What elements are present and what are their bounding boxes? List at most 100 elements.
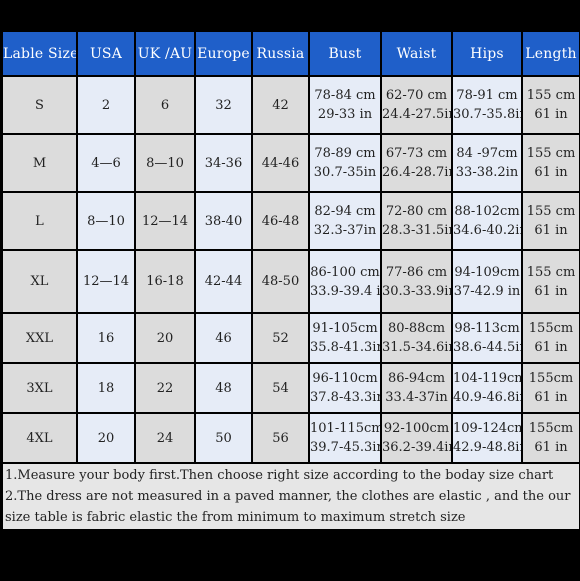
waist-in: 30.3-33.9in: [382, 283, 452, 299]
waist-in: 36.2-39.4in: [382, 440, 452, 455]
table-row: S 2 6 32 42 78-84 cm 29-33 in 62-70 cm 24.…: [1, 75, 580, 135]
waist-in: 24.4-27.5in: [382, 107, 452, 122]
length-cm: 155cm: [528, 371, 574, 386]
table-row: 4XL 20 24 50 56 101-115cm 39.7-45.3in 92-…: [1, 412, 580, 464]
header-length: Length: [521, 30, 580, 77]
header-label-size: Lable Size: [1, 30, 78, 77]
bust-in: 35.8-41.3in: [310, 340, 381, 355]
europe-cell: 48: [194, 362, 253, 414]
usa-cell: 4—6: [76, 133, 136, 193]
waist-cell: 72-80 cm 28.3-31.5in: [380, 191, 453, 251]
usa-cell: 2: [76, 75, 136, 135]
waist-cm: 86-94cm: [387, 371, 446, 386]
waist-cm: 80-88cm: [387, 321, 446, 336]
hips-in: 42.9-48.8in: [453, 440, 522, 455]
bust-cm: 91-105cm: [312, 321, 378, 336]
length-cm: 155cm: [528, 321, 574, 336]
europe-cell: 34-36: [194, 133, 253, 193]
waist-cm: 67-73 cm: [385, 146, 448, 161]
bust-cell: 82-94 cm 32.3-37in: [308, 191, 382, 251]
length-cm: 155 cm: [526, 204, 576, 219]
bust-cm: 101-115cm: [310, 421, 381, 436]
size-label-cell: S: [1, 75, 78, 135]
waist-cell: 67-73 cm 26.4-28.7in: [380, 133, 453, 193]
waist-in: 28.3-31.5in: [382, 223, 452, 238]
hips-in: 30.7-35.8in: [453, 107, 522, 122]
bust-cell: 91-105cm 35.8-41.3in: [308, 312, 382, 364]
length-cell: 155cm 61 in: [521, 412, 580, 464]
length-cell: 155 cm 61 in: [521, 133, 580, 193]
hips-cm: 98-113cm: [454, 321, 520, 336]
russia-cell: 46-48: [251, 191, 310, 251]
header-waist: Waist: [380, 30, 453, 77]
usa-cell: 18: [76, 362, 136, 414]
hips-cm: 84 -97cm: [456, 146, 518, 161]
usa-cell: 12—14: [76, 249, 136, 314]
waist-cell: 62-70 cm 24.4-27.5in: [380, 75, 453, 135]
size-rows: S 2 6 32 42 78-84 cm 29-33 in 62-70 cm 24.…: [1, 75, 580, 531]
note-elastic: 2.The dress are not measured in a paved …: [5, 489, 571, 525]
hips-cm: 78-91 cm: [456, 88, 518, 103]
size-label-cell: XXL: [1, 312, 78, 364]
bust-cell: 96-110cm 37.8-43.3in: [308, 362, 382, 414]
hips-cm: 109-124cm: [453, 421, 522, 436]
size-label-cell: M: [1, 133, 78, 193]
waist-cm: 92-100cm: [383, 421, 450, 436]
table-row: L 8—10 12—14 38-40 46-48 82-94 cm 32.3-37…: [1, 191, 580, 251]
length-in: 61 in: [534, 107, 568, 122]
uk-au-cell: 20: [134, 312, 196, 364]
hips-in: 34.6-40.2in: [453, 223, 522, 238]
header-russia: Russia: [251, 30, 310, 77]
uk-au-cell: 24: [134, 412, 196, 464]
waist-cm: 72-80 cm: [385, 204, 448, 219]
bust-cm: 82-94 cm: [314, 204, 376, 219]
table-row: XL 12—14 16-18 42-44 48-50 86-100 cm 33.9…: [1, 249, 580, 314]
bust-cm: 78-89 cm: [314, 146, 376, 161]
length-in: 61 in: [534, 440, 568, 455]
waist-in: 26.4-28.7in: [382, 165, 452, 180]
length-cm: 155cm: [528, 421, 574, 436]
header-bust: Bust: [308, 30, 382, 77]
length-cm: 155 cm: [526, 264, 576, 280]
waist-cell: 77-86 cm 30.3-33.9in: [380, 249, 453, 314]
waist-in: 33.4-37in: [385, 390, 448, 405]
header-usa: USA: [76, 30, 136, 77]
russia-cell: 56: [251, 412, 310, 464]
length-in: 61 in: [534, 223, 568, 238]
russia-cell: 52: [251, 312, 310, 364]
length-cell: 155 cm 61 in: [521, 75, 580, 135]
bust-in: 30.7-35in: [313, 165, 377, 180]
header-hips: Hips: [451, 30, 523, 77]
waist-cm: 77-86 cm: [385, 264, 448, 280]
header-europe: Europe: [194, 30, 253, 77]
bust-cm: 78-84 cm: [314, 88, 376, 103]
note-measure: 1.Measure your body first.Then choose ri…: [5, 468, 554, 483]
bust-cell: 78-89 cm 30.7-35in: [308, 133, 382, 193]
europe-cell: 46: [194, 312, 253, 364]
bust-cell: 86-100 cm 33.9-39.4 in: [308, 249, 382, 314]
hips-cm: 104-119cm: [453, 371, 522, 386]
length-cell: 155 cm 61 in: [521, 249, 580, 314]
hips-cm: 94-109cm: [454, 264, 520, 280]
length-cm: 155 cm: [526, 146, 576, 161]
bust-cell: 78-84 cm 29-33 in: [308, 75, 382, 135]
hips-cell: 98-113cm 38.6-44.5in: [451, 312, 523, 364]
uk-au-cell: 22: [134, 362, 196, 414]
bust-cell: 101-115cm 39.7-45.3in: [308, 412, 382, 464]
uk-au-cell: 16-18: [134, 249, 196, 314]
length-in: 61 in: [534, 283, 568, 299]
length-cell: 155cm 61 in: [521, 312, 580, 364]
russia-cell: 54: [251, 362, 310, 414]
hips-in: 38.6-44.5in: [453, 340, 522, 355]
hips-in: 40.9-46.8in: [453, 390, 522, 405]
size-label-cell: XL: [1, 249, 78, 314]
hips-in: 37-42.9 in: [453, 283, 521, 299]
size-chart-table: Lable Size USA UK /AU Europe Russia Bust…: [1, 30, 580, 531]
uk-au-cell: 8—10: [134, 133, 196, 193]
russia-cell: 48-50: [251, 249, 310, 314]
waist-cell: 80-88cm 31.5-34.6in: [380, 312, 453, 364]
usa-cell: 8—10: [76, 191, 136, 251]
length-in: 61 in: [534, 390, 568, 405]
bust-in: 37.8-43.3in: [310, 390, 381, 405]
table-row: 3XL 18 22 48 54 96-110cm 37.8-43.3in 86-9…: [1, 362, 580, 414]
